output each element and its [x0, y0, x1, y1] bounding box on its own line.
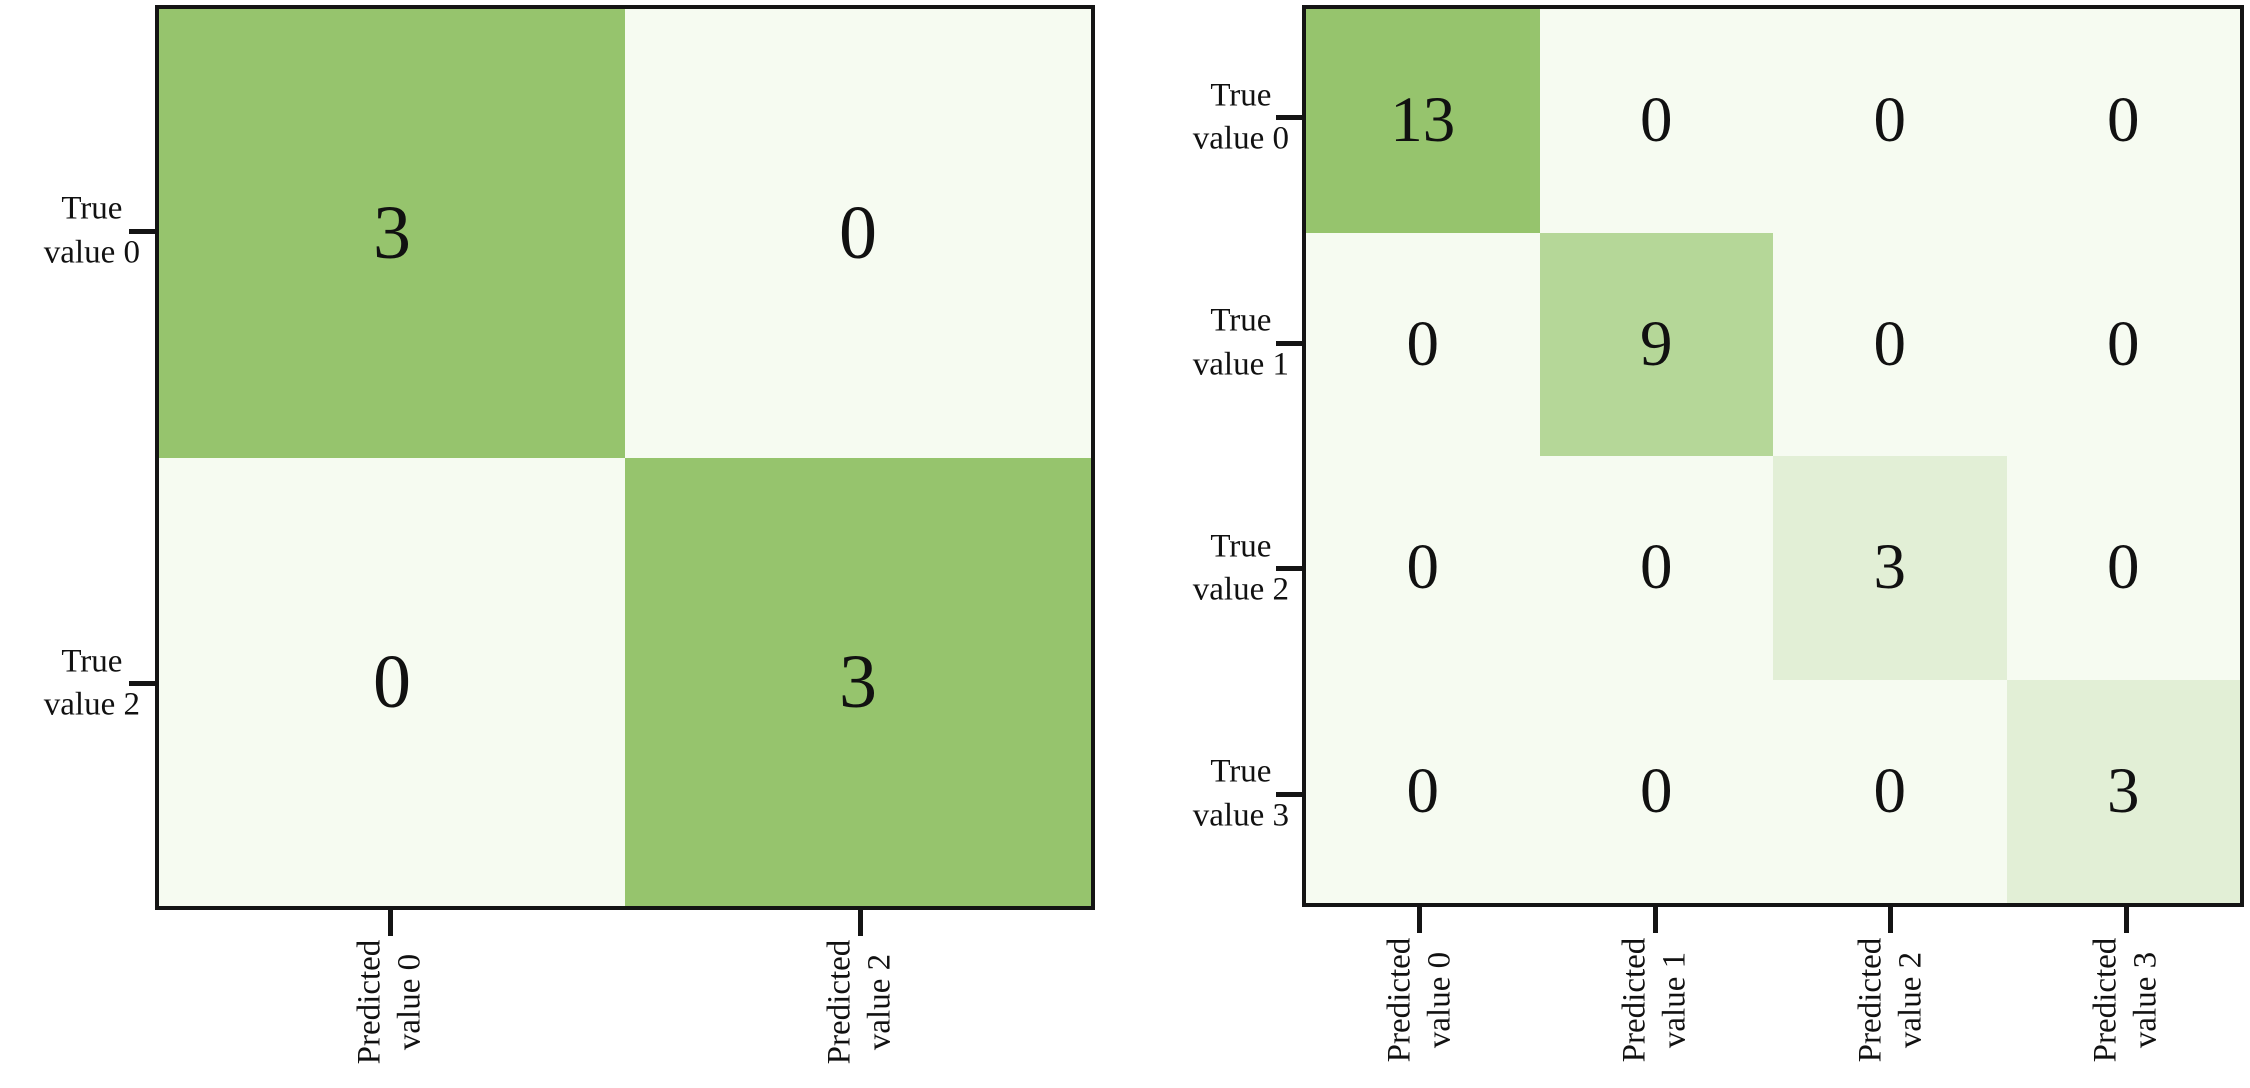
y-tick-label: True value 2 — [43, 643, 140, 723]
y-tick — [1276, 115, 1302, 121]
y-tick-label: True value 0 — [1192, 77, 1289, 157]
x-tick-label: Predicted value 0 — [1381, 937, 1457, 1063]
y-tick — [1276, 566, 1302, 572]
y-tick — [129, 681, 155, 687]
matrix-cell: 0 — [1306, 232, 1540, 456]
matrix-cell: 0 — [1773, 9, 2007, 233]
matrix-cell: 0 — [1539, 679, 1773, 903]
y-tick-label: True value 2 — [1192, 528, 1289, 608]
matrix-cell: 0 — [2006, 232, 2240, 456]
matrix-cell: 3 — [159, 9, 625, 458]
matrix-cell: 0 — [1306, 456, 1540, 680]
x-tick — [387, 910, 393, 936]
right-heatmap-grid: 13 0 0 0 0 9 0 0 0 0 3 0 0 0 0 3 — [1306, 9, 2240, 903]
x-tick — [1417, 907, 1423, 933]
y-tick — [1276, 340, 1302, 346]
matrix-cell: 0 — [1773, 679, 2007, 903]
x-tick-label: Predicted value 2 — [821, 939, 897, 1065]
matrix-cell: 0 — [1306, 679, 1540, 903]
matrix-cell: 0 — [1773, 232, 2007, 456]
y-tick-label: True value 3 — [1192, 753, 1289, 834]
matrix-cell: 0 — [1539, 9, 1773, 233]
matrix-cell: 0 — [2006, 456, 2240, 680]
x-tick — [857, 910, 863, 936]
y-tick-label: True value 1 — [1192, 302, 1289, 383]
x-tick-label: Predicted value 0 — [351, 939, 427, 1065]
x-tick-label: Predicted value 1 — [1616, 937, 1693, 1063]
y-tick — [129, 228, 155, 234]
matrix-cell: 0 — [625, 9, 1091, 458]
matrix-cell: 9 — [1539, 232, 1773, 456]
x-tick — [2123, 907, 2129, 933]
right-confusion-matrix: 13 0 0 0 0 9 0 0 0 0 3 0 0 0 0 3 — [1302, 5, 2244, 907]
x-tick — [1888, 907, 1894, 933]
matrix-cell: 0 — [1539, 456, 1773, 680]
matrix-cell: 3 — [2006, 679, 2240, 903]
y-tick — [1276, 791, 1302, 797]
matrix-cell: 13 — [1306, 9, 1540, 233]
matrix-cell: 0 — [159, 457, 625, 906]
matrix-cell: 0 — [2006, 9, 2240, 233]
y-tick-label: True value 0 — [43, 190, 140, 271]
x-tick — [1652, 907, 1658, 933]
matrix-cell: 3 — [625, 457, 1091, 906]
x-tick-label: Predicted value 2 — [1852, 937, 1928, 1063]
matrix-cell: 3 — [1773, 456, 2007, 680]
x-tick-label: Predicted value 3 — [2087, 937, 2164, 1063]
